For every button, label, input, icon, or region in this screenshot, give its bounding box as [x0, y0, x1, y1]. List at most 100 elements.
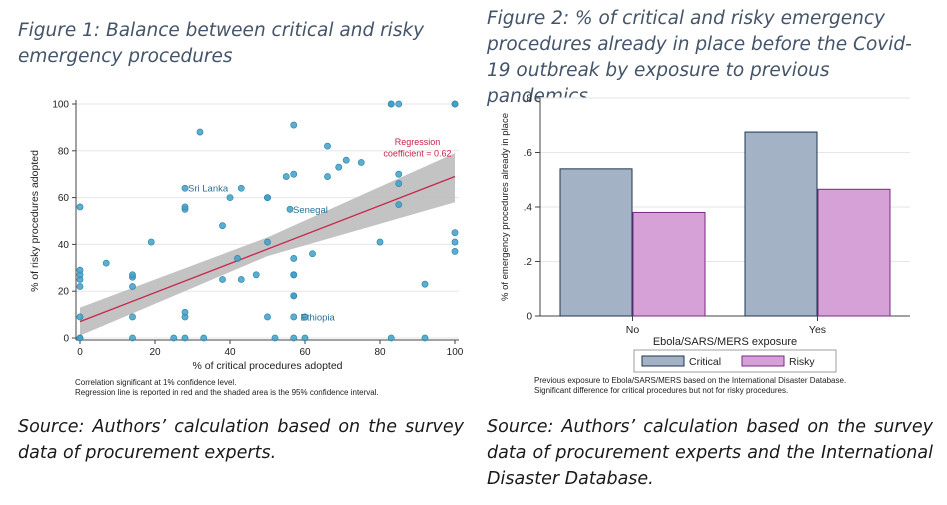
- scatter-point: [387, 334, 395, 342]
- scatter-point: [395, 170, 403, 178]
- scatter-point: [76, 283, 84, 290]
- y-tick-label: .6: [524, 148, 533, 159]
- scatter-point: [76, 266, 84, 274]
- scatter-point: [252, 271, 260, 279]
- scatter-point: [376, 238, 384, 246]
- scatter-point: [181, 203, 189, 211]
- scatter-point: [170, 334, 178, 342]
- x-tick-label: No: [626, 324, 640, 336]
- point-annotation: Ethiopia: [301, 312, 336, 323]
- scatter-point: [451, 229, 459, 237]
- legend-label: Critical: [689, 356, 721, 368]
- y-tick-label: 0: [63, 334, 69, 345]
- bar-risky: [632, 211, 706, 317]
- figure1-title: Figure 1: Balance between critical and r…: [18, 20, 425, 67]
- scatter-point: [290, 292, 298, 300]
- scatter-point: [451, 100, 459, 108]
- scatter-point: [395, 201, 403, 209]
- scatter-point: [271, 334, 279, 342]
- y-axis-title: % of risky procedures adopted: [29, 150, 41, 292]
- scatter-point: [181, 334, 189, 342]
- scatter-point: [421, 334, 429, 342]
- scatter-chart: 0 0 20 20 40 40 60 60 80 80 100 100 Sri Lanka Senegal…: [18, 88, 474, 406]
- scatter-point: [264, 313, 271, 321]
- point-annotation: Regression: [395, 137, 441, 147]
- scatter-point: [129, 334, 136, 342]
- scatter-point: [324, 173, 331, 180]
- scatter-point: [196, 128, 204, 136]
- regression-line: [79, 175, 456, 323]
- scatter-point: [129, 271, 136, 279]
- scatter-point: [324, 142, 331, 150]
- x-tick-label: 40: [224, 347, 236, 358]
- x-tick-label: 80: [374, 347, 386, 358]
- scatter-point: [76, 203, 84, 211]
- figure1-source: Source: Authors’ calculation based on th…: [18, 417, 464, 463]
- chart-note: Correlation significant at 1% confidence…: [75, 378, 236, 387]
- scatter-point: [264, 238, 271, 246]
- x-axis-title: % of critical procedures adopted: [193, 360, 343, 372]
- bar-chart: 0 .2 .4 .6 .8 No Yes Ebola/SARS/MERS exposure % …: [494, 88, 914, 406]
- scatter-point: [335, 163, 343, 171]
- scatter-point: [395, 180, 403, 187]
- scatter-point: [395, 100, 403, 108]
- bar-critical: [559, 168, 633, 317]
- y-tick-label: 80: [58, 146, 70, 157]
- x-axis-title: Ebola/SARS/MERS exposure: [653, 336, 797, 348]
- scatter-point: [181, 308, 189, 316]
- scatter-point: [264, 194, 271, 201]
- x-tick-label: 0: [77, 347, 83, 358]
- scatter-point: [226, 194, 234, 201]
- scatter-point: [290, 121, 298, 129]
- scatter-point: [290, 170, 298, 178]
- scatter-point: [219, 276, 226, 283]
- chart-note: Regression line is reported in red and t…: [75, 388, 379, 397]
- scatter-chart-svg: 00 20 20 40 40 60 60 80 80 100 100 Sri Lanka Senegal…: [29, 100, 464, 398]
- legend-label: Risky: [789, 356, 815, 368]
- x-tick-label: 20: [149, 347, 161, 358]
- scatter-point: [237, 184, 245, 192]
- scatter-point: [129, 283, 136, 290]
- scatter-point: [219, 222, 226, 230]
- scatter-point: [200, 334, 208, 342]
- point-annotation: coefficient = 0.62: [383, 149, 451, 159]
- bar-risky: [817, 188, 891, 317]
- scatter-point: [451, 238, 459, 246]
- figure2-source: Source: Authors’ calculation based on th…: [487, 417, 933, 489]
- scatter-point: [357, 159, 365, 166]
- scatter-point: [421, 280, 429, 288]
- chart-note: Significant difference for critical proc…: [534, 386, 788, 395]
- scatter-point: [282, 173, 290, 180]
- scatter-point: [301, 313, 309, 321]
- y-tick-label: .2: [524, 257, 533, 268]
- chart-note: Previous exposure to Ebola/SARS/MERS bas…: [534, 376, 846, 385]
- x-tick-label: 60: [299, 347, 311, 358]
- scatter-point: [309, 250, 316, 258]
- scatter-point: [451, 248, 459, 255]
- scatter-point: [387, 100, 395, 108]
- scatter-point: [234, 255, 241, 262]
- x-tick-label: Yes: [809, 324, 826, 336]
- scatter-point: [147, 238, 155, 246]
- scatter-point: [237, 276, 245, 283]
- y-axis-title: % of emergency procedures already in pla…: [500, 113, 511, 301]
- scatter-point: [342, 156, 350, 164]
- scatter-point: [290, 255, 298, 262]
- point-annotation: Senegal: [293, 205, 328, 216]
- scatter-point: [181, 184, 189, 192]
- y-tick-label: 20: [58, 287, 70, 298]
- legend-swatch: [741, 355, 785, 367]
- scatter-point: [76, 313, 84, 321]
- y-tick-label: 100: [52, 100, 69, 111]
- scatter-point: [102, 259, 110, 267]
- scatter-point: [290, 313, 298, 321]
- bar-chart-svg: 0 .2 .4 .6 .8 No Yes Ebola/SARS/MERS exposure % …: [500, 94, 910, 395]
- bar-critical: [744, 131, 818, 317]
- scatter-point: [129, 313, 136, 321]
- scatter-point: [290, 271, 298, 279]
- y-tick-label: 40: [58, 240, 70, 251]
- scatter-point: [76, 334, 84, 342]
- figure2-title: Figure 2: % of critical and risky emerge…: [487, 8, 912, 107]
- y-tick-label: 0: [526, 312, 532, 323]
- scatter-point: [301, 334, 309, 342]
